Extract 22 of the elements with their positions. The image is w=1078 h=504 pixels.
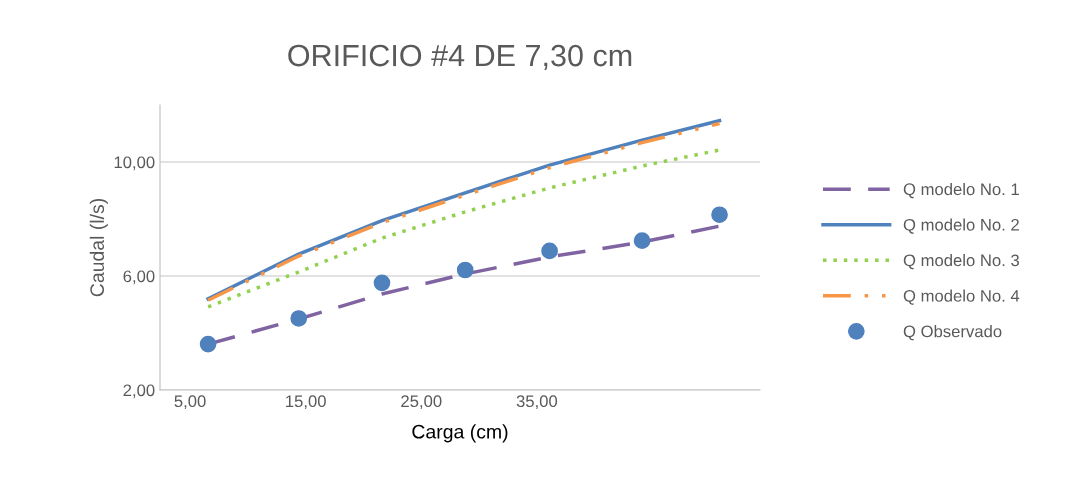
x-tick-label: 15,00 [286,395,326,410]
point [711,206,728,224]
legend-label: Q modelo No. 3 [903,253,1019,270]
point [456,261,474,279]
y-tick-label: 2,00 [123,384,155,399]
x-tick-label: 35,00 [516,395,558,410]
point [199,335,217,353]
point [541,242,558,260]
point [373,274,391,292]
legend-label: Q modelo No. 4 [903,289,1020,305]
chart-title: ORIFICIO #4 DE 7,30 cm [288,44,632,71]
legend-label: Q modelo No. 1 [903,182,1019,199]
x-tick-label: 25,00 [401,395,442,410]
point [633,232,651,249]
x-tick-label: 5,00 [174,395,206,410]
y-axis-title: Caudal (l/s) [89,199,108,297]
point [290,310,308,327]
x-axis-title: Carga (cm) [412,424,508,443]
legend-label: Q Observado [903,325,1002,341]
y-tick-label: 6,00 [123,270,155,285]
y-tick-label: 10,00 [114,156,155,171]
legend-label: Q modelo No. 2 [903,218,1019,234]
